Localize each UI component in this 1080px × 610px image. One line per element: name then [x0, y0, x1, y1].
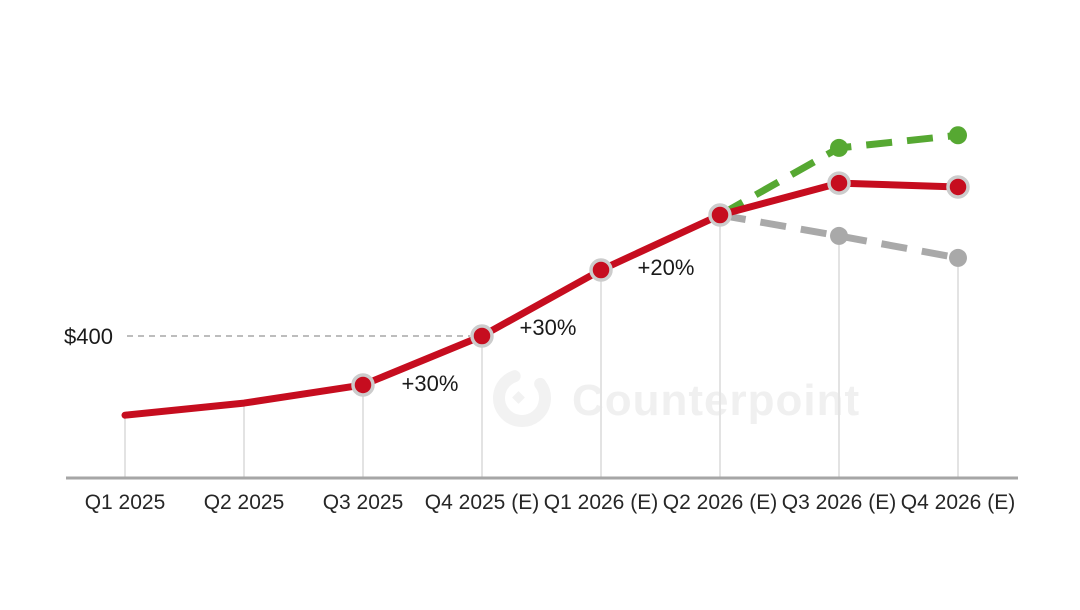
growth-annotation: +20%	[638, 255, 695, 280]
growth-annotation: +30%	[402, 371, 459, 396]
x-tick-label: Q1 2025	[85, 491, 166, 514]
x-tick-label: Q1 2026 (E)	[544, 491, 658, 514]
base-price-actual-forecast-marker	[351, 373, 375, 397]
base-price-actual-forecast-line	[121, 179, 962, 419]
upside-scenario-marker	[949, 126, 967, 145]
base-price-actual-forecast-marker	[589, 258, 613, 282]
downside-scenario-marker	[949, 248, 967, 267]
base-price-actual-forecast-marker	[470, 324, 494, 348]
x-tick-label: Q3 2025	[323, 491, 404, 514]
base-price-actual-forecast-marker	[946, 175, 970, 199]
base-price-actual-forecast-marker	[708, 203, 732, 227]
upside-scenario-marker	[830, 138, 848, 157]
x-tick-label: Q2 2025	[204, 491, 285, 514]
base-price-actual-forecast-marker	[827, 171, 851, 195]
growth-annotation: +30%	[520, 315, 577, 340]
x-tick-label: Q4 2025 (E)	[425, 491, 539, 514]
x-tick-label: Q4 2026 (E)	[901, 491, 1015, 514]
value-label: $400	[64, 324, 113, 349]
x-tick-label: Q2 2026 (E)	[663, 491, 777, 514]
downside-scenario-marker	[830, 226, 848, 245]
x-tick-label: Q3 2026 (E)	[782, 491, 896, 514]
